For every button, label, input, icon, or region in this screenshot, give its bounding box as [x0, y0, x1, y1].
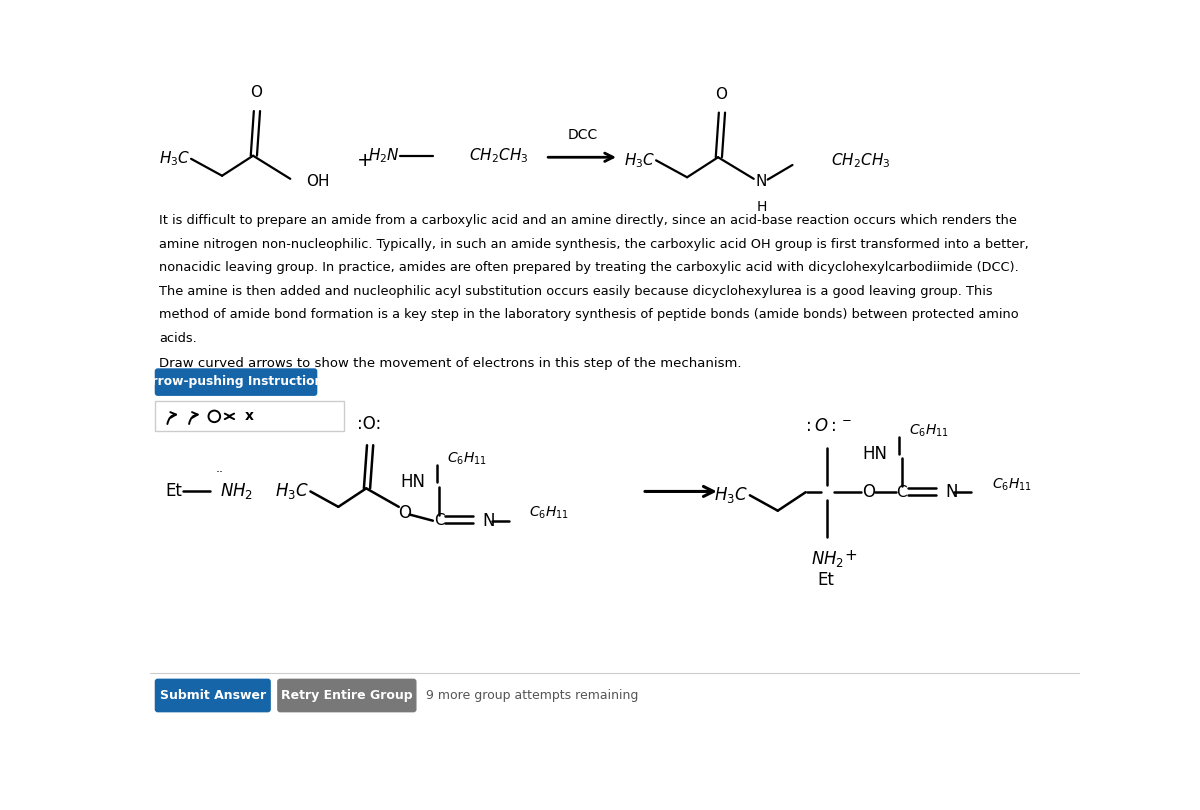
FancyBboxPatch shape	[156, 369, 317, 395]
Text: O: O	[398, 504, 412, 522]
Text: Submit Answer: Submit Answer	[160, 689, 266, 702]
Text: x: x	[245, 409, 253, 424]
FancyBboxPatch shape	[155, 401, 343, 432]
Text: C: C	[896, 484, 907, 500]
Text: Arrow-pushing Instructions: Arrow-pushing Instructions	[142, 375, 330, 388]
Text: The amine is then added and nucleophilic acyl substitution occurs easily because: The amine is then added and nucleophilic…	[160, 284, 992, 298]
Text: $H_3C$: $H_3C$	[158, 150, 191, 168]
Text: Et: Et	[166, 483, 182, 501]
Text: $NH_2$: $NH_2$	[811, 549, 844, 569]
Text: $NH_2$: $NH_2$	[220, 481, 253, 501]
Text: DCC: DCC	[568, 128, 598, 142]
Text: HN: HN	[863, 445, 888, 463]
Text: O: O	[250, 85, 262, 100]
Text: $H_3C$: $H_3C$	[714, 485, 749, 505]
Text: It is difficult to prepare an amide from a carboxylic acid and an amine directly: It is difficult to prepare an amide from…	[160, 214, 1018, 228]
Text: $CH_2CH_3$: $CH_2CH_3$	[832, 151, 890, 169]
Text: 9 more group attempts remaining: 9 more group attempts remaining	[426, 689, 638, 702]
Text: $CH_2CH_3$: $CH_2CH_3$	[469, 147, 529, 165]
Text: C: C	[433, 514, 444, 528]
FancyBboxPatch shape	[156, 680, 270, 712]
Text: OH: OH	[306, 174, 329, 190]
Text: $C_6H_{11}$: $C_6H_{11}$	[446, 451, 487, 467]
Text: nonacidic leaving group. In practice, amides are often prepared by treating the : nonacidic leaving group. In practice, am…	[160, 261, 1019, 275]
Text: N: N	[756, 174, 767, 190]
Text: $H_2N$: $H_2N$	[368, 147, 400, 165]
Text: N: N	[946, 484, 958, 501]
Text: $C_6H_{11}$: $C_6H_{11}$	[991, 476, 1032, 492]
Text: $C_6H_{11}$: $C_6H_{11}$	[529, 505, 569, 521]
Text: +: +	[358, 151, 373, 170]
Text: :O:: :O:	[358, 415, 382, 433]
Text: $:O:^-$: $:O:^-$	[803, 417, 852, 435]
Text: +: +	[845, 548, 857, 563]
Text: N: N	[482, 512, 494, 530]
Text: Draw curved arrows to show the movement of electrons in this step of the mechani: Draw curved arrows to show the movement …	[160, 357, 742, 370]
Text: $C_6H_{11}$: $C_6H_{11}$	[910, 422, 949, 439]
Text: acids.: acids.	[160, 331, 197, 345]
Text: $H_3C$: $H_3C$	[624, 151, 655, 169]
FancyBboxPatch shape	[278, 680, 416, 712]
Text: ··: ··	[216, 466, 223, 480]
Text: method of amide bond formation is a key step in the laboratory synthesis of pept: method of amide bond formation is a key …	[160, 308, 1019, 322]
Text: HN: HN	[400, 473, 425, 491]
Text: Et: Et	[817, 571, 834, 589]
Text: Retry Entire Group: Retry Entire Group	[281, 689, 413, 702]
Text: amine nitrogen non-nucleophilic. Typically, in such an amide synthesis, the carb: amine nitrogen non-nucleophilic. Typical…	[160, 237, 1030, 251]
Text: $H_3C$: $H_3C$	[275, 481, 308, 501]
Text: H: H	[756, 200, 767, 215]
Text: O: O	[862, 484, 875, 501]
Text: O: O	[715, 87, 727, 102]
